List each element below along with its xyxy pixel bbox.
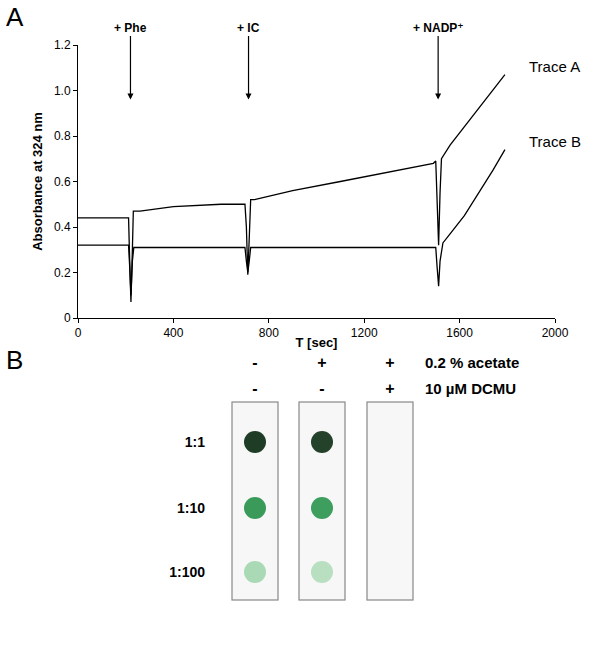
html-text:B: B [6,345,24,375]
svg-text:1.0: 1.0 [54,84,71,98]
svg-text:Trace B: Trace B [529,133,581,150]
svg-text:-: - [252,380,257,397]
svg-text:0.6: 0.6 [54,175,71,189]
svg-text:Trace A: Trace A [529,58,580,75]
svg-text:1.2: 1.2 [54,38,71,52]
svg-text:0: 0 [75,326,82,340]
svg-text:+: + [317,354,326,371]
svg-text:+ Phe: + Phe [114,21,147,35]
svg-text:0.8: 0.8 [54,129,71,143]
svg-text:10 µM DCMU: 10 µM DCMU [425,380,516,397]
svg-text:Absorbance at 324 nm: Absorbance at 324 nm [30,112,45,251]
svg-text:0.2: 0.2 [54,266,71,280]
svg-text:T [sec]: T [sec] [296,335,338,350]
svg-text:+: + [385,354,394,371]
svg-text:1:100: 1:100 [169,564,205,580]
svg-text:800: 800 [259,326,279,340]
svg-text:-: - [252,354,257,371]
svg-text:0: 0 [64,311,71,325]
svg-text:400: 400 [163,326,183,340]
svg-text:+: + [385,380,394,397]
svg-text:1200: 1200 [351,326,378,340]
svg-text:+ NADP⁺: + NADP⁺ [413,21,464,35]
svg-text:+ IC: + IC [237,21,260,35]
svg-text:2000: 2000 [542,326,569,340]
svg-text:1600: 1600 [446,326,473,340]
svg-text:-: - [319,380,324,397]
svg-text:1:10: 1:10 [177,500,205,516]
html-text:A: A [6,2,24,32]
svg-text:1:1: 1:1 [185,434,205,450]
svg-text:0.4: 0.4 [54,220,71,234]
svg-text:0.2 % acetate: 0.2 % acetate [425,354,519,371]
